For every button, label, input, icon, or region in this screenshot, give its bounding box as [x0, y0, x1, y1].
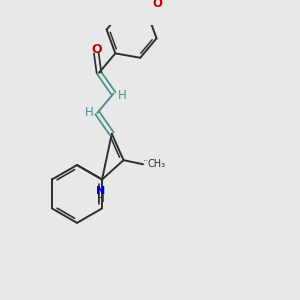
- Text: methyl: methyl: [143, 160, 148, 161]
- Text: CH₃: CH₃: [147, 159, 165, 169]
- Text: O: O: [153, 0, 163, 10]
- Text: O: O: [91, 43, 102, 56]
- Text: H: H: [117, 89, 126, 102]
- Text: methyl: methyl: [141, 164, 146, 165]
- Text: H: H: [85, 106, 93, 119]
- Text: N: N: [96, 186, 105, 196]
- Text: H: H: [97, 194, 105, 204]
